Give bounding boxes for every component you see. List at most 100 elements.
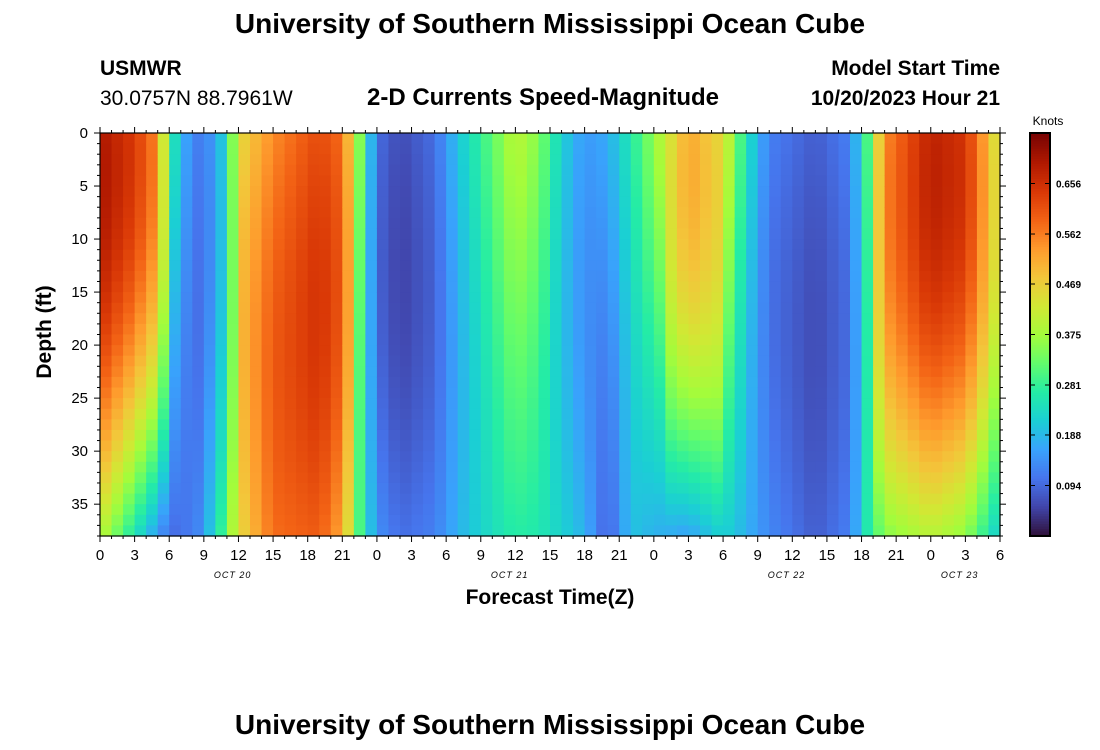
heatmap-cell bbox=[976, 313, 990, 325]
heatmap-cell bbox=[815, 186, 828, 198]
heatmap-cell bbox=[815, 514, 828, 526]
heatmap-cell bbox=[584, 196, 597, 208]
heatmap-cell bbox=[250, 133, 263, 145]
heatmap-cell bbox=[550, 482, 563, 495]
heatmap-cell bbox=[192, 504, 205, 516]
x-tick-label: 21 bbox=[888, 547, 905, 564]
heatmap-cell bbox=[457, 482, 470, 495]
heatmap-cell bbox=[434, 461, 447, 473]
heatmap-cell bbox=[330, 429, 343, 442]
heatmap-cell bbox=[584, 217, 597, 230]
heatmap-cell bbox=[492, 249, 505, 261]
heatmap-cell bbox=[538, 186, 551, 198]
axis-ticks: 0 3 6 9 12 15 18 21 0 3 6 9 12 15 18 21 0 3 6 9 12 15 18 21 0 3 6O… bbox=[71, 125, 1006, 580]
heatmap-cell bbox=[111, 376, 124, 389]
heatmap-cell bbox=[676, 493, 690, 505]
heatmap-cell bbox=[457, 207, 470, 219]
heatmap-cell bbox=[953, 461, 966, 473]
heatmap-cell bbox=[169, 451, 182, 463]
heatmap-cell bbox=[550, 472, 563, 484]
heatmap-cell bbox=[457, 355, 470, 367]
heatmap-cell bbox=[573, 355, 586, 367]
heatmap-cell bbox=[884, 493, 897, 505]
heatmap-cell bbox=[296, 260, 309, 272]
heatmap-cell bbox=[757, 355, 770, 367]
heatmap-cell bbox=[215, 154, 228, 166]
heatmap-cell bbox=[688, 482, 701, 495]
heatmap-cell bbox=[538, 260, 551, 272]
heatmap-cell bbox=[319, 387, 332, 399]
colorbar-segment bbox=[1030, 515, 1050, 519]
heatmap-cell bbox=[942, 164, 955, 177]
heatmap-cell bbox=[619, 451, 632, 463]
heatmap-cell bbox=[388, 355, 401, 367]
heatmap-cell bbox=[353, 292, 366, 304]
heatmap-cell bbox=[619, 207, 632, 219]
heatmap-cell bbox=[953, 164, 966, 177]
heatmap-cell bbox=[203, 228, 216, 240]
heatmap-cell bbox=[146, 440, 159, 452]
heatmap-cell bbox=[723, 429, 736, 442]
heatmap-cell bbox=[180, 143, 193, 155]
heatmap-cell bbox=[169, 186, 182, 198]
heatmap-cell bbox=[919, 429, 932, 442]
heatmap-cell bbox=[434, 376, 447, 389]
heatmap-cell bbox=[169, 419, 182, 431]
heatmap-cell bbox=[930, 175, 943, 187]
heatmap-cell bbox=[815, 313, 828, 325]
heatmap-cell bbox=[503, 302, 516, 314]
heatmap-cell bbox=[757, 323, 770, 336]
heatmap-cell bbox=[330, 493, 343, 505]
heatmap-cell bbox=[630, 493, 643, 505]
heatmap-cell bbox=[942, 387, 955, 399]
heatmap-cell bbox=[388, 133, 401, 145]
heatmap-cell bbox=[538, 313, 551, 325]
heatmap-cell bbox=[365, 302, 378, 314]
heatmap-cell bbox=[607, 398, 620, 410]
colorbar-segment bbox=[1030, 410, 1050, 414]
heatmap-cell bbox=[711, 345, 724, 357]
heatmap-cell bbox=[930, 525, 943, 537]
heatmap-cell bbox=[861, 260, 874, 272]
heatmap-cell bbox=[734, 514, 747, 526]
heatmap-cell bbox=[538, 482, 551, 495]
heatmap-cell bbox=[630, 345, 643, 357]
heatmap-cell bbox=[850, 175, 863, 187]
heatmap-cell bbox=[757, 398, 770, 410]
heatmap-cell bbox=[273, 143, 286, 155]
heatmap-cell bbox=[584, 302, 597, 314]
y-tick-label: 30 bbox=[71, 443, 88, 460]
heatmap-cell bbox=[111, 260, 124, 272]
heatmap-cell bbox=[653, 472, 666, 484]
heatmap-cell bbox=[953, 451, 966, 463]
heatmap-cell bbox=[169, 228, 182, 240]
heatmap-cell bbox=[100, 493, 113, 505]
heatmap-cell bbox=[250, 175, 263, 187]
heatmap-cell bbox=[169, 249, 182, 261]
heatmap-cell bbox=[526, 196, 540, 208]
heatmap-cell bbox=[953, 249, 966, 261]
heatmap-cell bbox=[596, 451, 609, 463]
heatmap-cell bbox=[861, 239, 874, 251]
heatmap-cell bbox=[653, 366, 666, 378]
heatmap-cell bbox=[503, 451, 516, 463]
heatmap-cell bbox=[550, 207, 563, 219]
heatmap-cell bbox=[607, 313, 620, 325]
heatmap-cell bbox=[746, 482, 759, 495]
heatmap-cell bbox=[192, 408, 205, 420]
colorbar-segment bbox=[1030, 269, 1050, 273]
heatmap-cell bbox=[492, 387, 505, 399]
y-tick-label: 15 bbox=[71, 284, 88, 301]
heatmap-cell bbox=[353, 504, 366, 516]
heatmap-cell bbox=[146, 207, 159, 219]
heatmap-cell bbox=[769, 270, 782, 283]
heatmap-cell bbox=[123, 154, 136, 166]
colorbar-segment bbox=[1030, 223, 1050, 227]
heatmap-cell bbox=[596, 302, 609, 314]
heatmap-cell bbox=[307, 376, 320, 389]
heatmap-cell bbox=[446, 440, 459, 452]
heatmap-cell bbox=[792, 270, 805, 283]
heatmap-cell bbox=[250, 440, 263, 452]
heatmap-cell bbox=[700, 313, 713, 325]
heatmap-cell bbox=[111, 249, 124, 261]
